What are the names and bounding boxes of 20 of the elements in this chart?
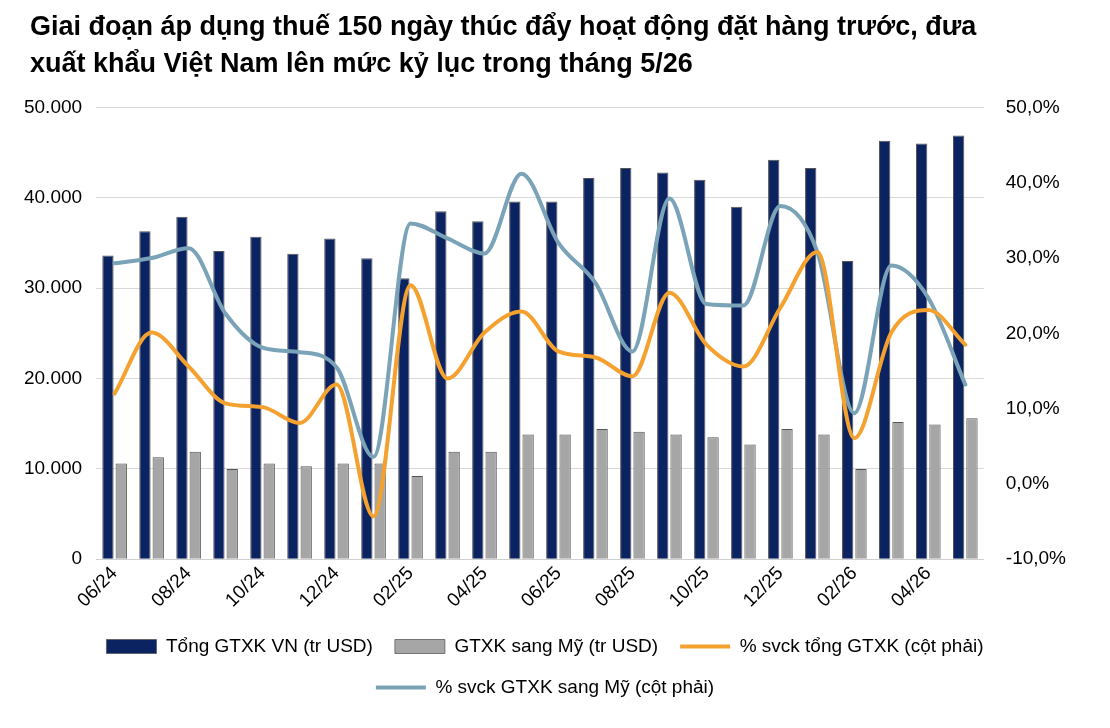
y-tick-label: 10.000 (23, 457, 83, 479)
y-tick-label: 30.000 (23, 276, 83, 298)
y2-tick-label: 0,0% (1005, 472, 1050, 494)
legend-label: Tổng GTXK VN (tr USD) (165, 634, 373, 656)
y-tick-label: 0 (71, 547, 83, 569)
y2-tick-label: 40,0% (1005, 170, 1060, 192)
legend-label: % svck tổng GTXK (cột phải) (739, 634, 984, 656)
y-tick-label: 40.000 (23, 186, 83, 208)
y2-tick-label: 50,0% (1005, 95, 1060, 117)
y2-tick-label: -10,0% (1005, 547, 1067, 569)
y2-tick-label: 20,0% (1005, 321, 1060, 343)
legend-label: % svck GTXK sang Mỹ (cột phải) (435, 675, 715, 697)
y-tick-label: 50.000 (23, 95, 83, 117)
line-series (112, 249, 968, 519)
chart-title: Giai đoạn áp dụng thuế 150 ngày thúc đẩy hoạt động đặt hàng trước, đưa xuất khẩu Việt Nam lên mức kỷ lục trong tháng 5/26 (29, 10, 978, 80)
y2-tick-label: 30,0% (1005, 246, 1060, 268)
legend-label: GTXK sang Mỹ (tr USD) (454, 634, 659, 656)
line-series (112, 171, 968, 459)
y2-tick-label: 10,0% (1005, 396, 1060, 418)
y-tick-label: 20.000 (23, 366, 83, 388)
